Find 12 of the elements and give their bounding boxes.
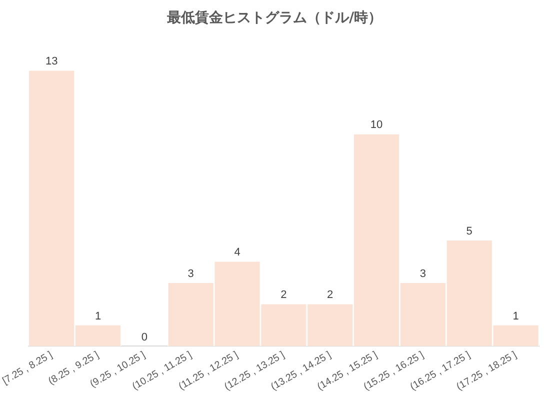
data-label: 1 [512, 310, 519, 322]
data-label: 13 [45, 56, 58, 68]
data-label: 2 [327, 289, 334, 302]
data-label: 4 [234, 246, 240, 259]
chart-title: 最低賃金ヒストグラム（ドル/時） [166, 10, 382, 26]
data-label: 3 [188, 268, 194, 280]
data-label: 0 [141, 332, 148, 344]
data-label: 5 [466, 225, 472, 238]
data-label: 2 [280, 289, 287, 302]
data-label: 1 [94, 310, 102, 322]
data-label: 3 [420, 268, 426, 280]
data-label: 10 [370, 119, 383, 132]
